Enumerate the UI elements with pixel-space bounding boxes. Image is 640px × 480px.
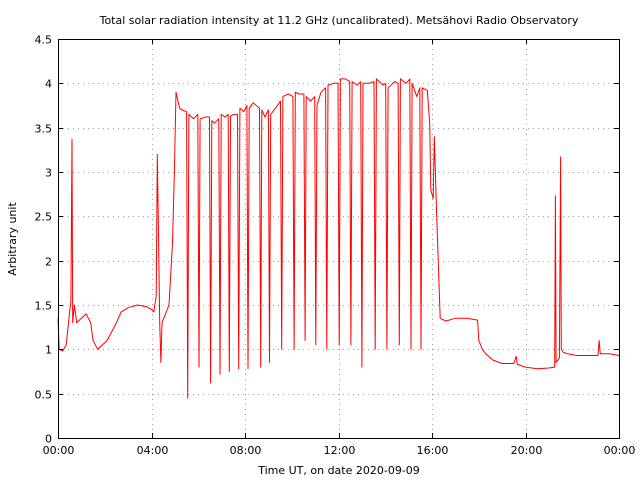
- y-tick-label: 3: [45, 167, 52, 180]
- y-tick-label: 3.5: [35, 123, 53, 136]
- x-tick-label: 00:00: [43, 444, 75, 457]
- x-tick-label: 20:00: [511, 444, 543, 457]
- x-tick-label: 12:00: [324, 444, 356, 457]
- y-tick-label: 0: [45, 433, 52, 446]
- axes: 0 0.5 1 1.5 2 2.5 3 3.5 4 4.5 00:00 04:00 08:00 12:00…: [35, 34, 636, 458]
- y-axis-title: Arbitrary unit: [6, 202, 19, 276]
- y-tick-label: 1: [45, 344, 52, 357]
- y-tick-label: 2.5: [35, 211, 53, 224]
- x-tick-label: 04:00: [137, 444, 169, 457]
- x-tick-label: 00:00: [604, 444, 636, 457]
- x-tick-label: 16:00: [417, 444, 449, 457]
- plot-area: [57, 78, 620, 399]
- y-tick-label: 0.5: [35, 389, 53, 402]
- x-tick-label: 08:00: [230, 444, 262, 457]
- y-tick-label: 4.5: [35, 34, 53, 47]
- x-axis-title: Time UT, on date 2020-09-09: [257, 464, 420, 477]
- y-tick-label: 2: [45, 256, 52, 269]
- chart-title: Total solar radiation intensity at 11.2 …: [99, 14, 579, 27]
- series-line: [57, 78, 620, 399]
- y-tick-label: 4: [45, 78, 52, 91]
- y-tick-label: 1.5: [35, 300, 53, 313]
